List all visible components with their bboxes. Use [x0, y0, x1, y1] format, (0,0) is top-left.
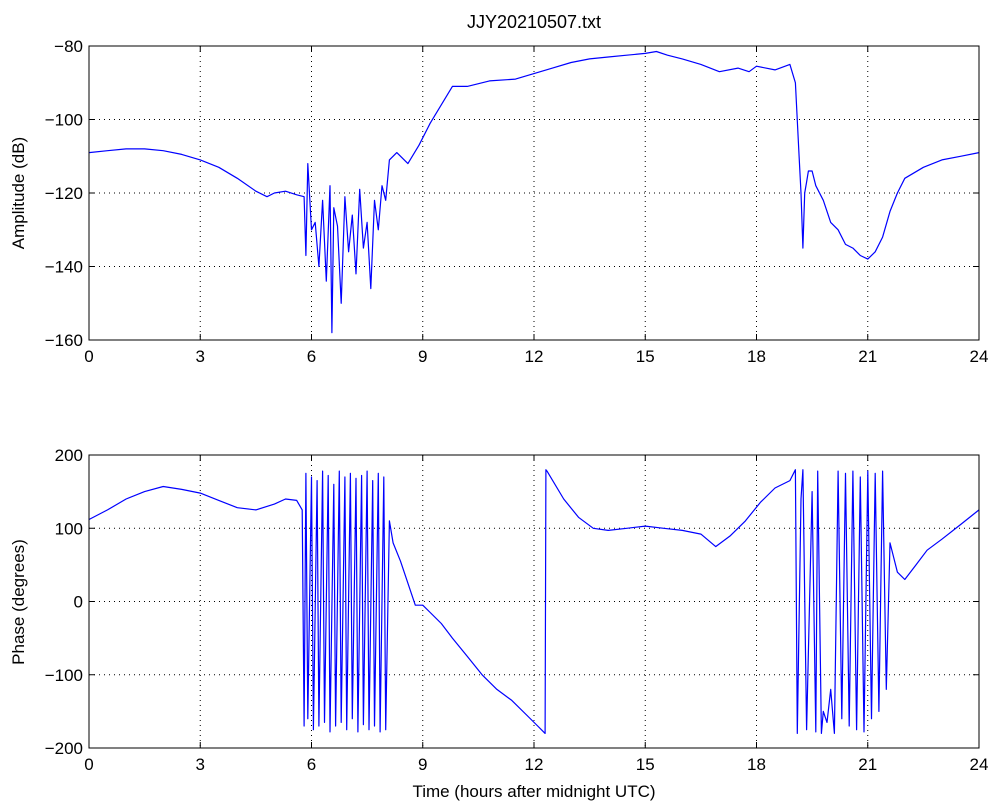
phase-ytick-label-200: 200: [55, 446, 83, 465]
amplitude-ytick-label--140: −140: [45, 258, 83, 277]
amplitude-xtick-label-0: 0: [84, 347, 93, 366]
amplitude-xtick-label-21: 21: [858, 347, 877, 366]
amplitude-ytick-label--80: −80: [54, 37, 83, 56]
amplitude-xtick-label-15: 15: [636, 347, 655, 366]
amplitude-gridlines: [89, 46, 979, 340]
phase-ylabel: Phase (degrees): [9, 539, 28, 665]
phase-series: [88, 469, 980, 735]
amplitude-xtick-label-24: 24: [970, 347, 989, 366]
amplitude-ylabel: Amplitude (dB): [9, 137, 28, 249]
amplitude-ytick-label--120: −120: [45, 184, 83, 203]
phase-xtick-label-21: 21: [858, 755, 877, 774]
amplitude-ytick-label--100: −100: [45, 111, 83, 130]
amplitude-ticks: 0 3 6 9 12 15 18 21 24 −160 −140 −120 −100 −80: [45, 37, 989, 366]
amplitude-xtick-label-9: 9: [418, 347, 427, 366]
phase-panel: 0 3 6 9 12 15 18 21 24 −200 −100 0 100 200 Phase (deg…: [9, 446, 988, 801]
phase-ytick-label--100: −100: [45, 666, 83, 685]
phase-ytick-label-100: 100: [55, 519, 83, 538]
phase-xtick-label-3: 3: [196, 755, 205, 774]
amplitude-panel: JJY20210507.txt 0 3 6 9 12 15 18 21 24 −160 −140 −1…: [9, 12, 988, 366]
phase-xtick-label-12: 12: [525, 755, 544, 774]
phase-gridlines: [89, 455, 979, 748]
phase-ytick-label--200: −200: [45, 739, 83, 758]
phase-xlabel: Time (hours after midnight UTC): [412, 782, 655, 801]
phase-xtick-label-15: 15: [636, 755, 655, 774]
phase-series-line-0: [88, 469, 980, 735]
phase-xtick-label-0: 0: [84, 755, 93, 774]
phase-xtick-label-18: 18: [747, 755, 766, 774]
amplitude-xtick-label-3: 3: [196, 347, 205, 366]
amplitude-ytick-label--160: −160: [45, 331, 83, 350]
phase-ticks: 0 3 6 9 12 15 18 21 24 −200 −100 0 100 200: [45, 446, 989, 774]
chart-title: JJY20210507.txt: [467, 12, 601, 32]
amplitude-series: [88, 50, 980, 334]
phase-xtick-label-24: 24: [970, 755, 989, 774]
amplitude-series-line-0: [88, 50, 980, 334]
phase-ytick-label-0: 0: [74, 593, 83, 612]
amplitude-xtick-label-12: 12: [525, 347, 544, 366]
amplitude-xtick-label-18: 18: [747, 347, 766, 366]
phase-xtick-label-6: 6: [307, 755, 316, 774]
amplitude-xtick-label-6: 6: [307, 347, 316, 366]
phase-xtick-label-9: 9: [418, 755, 427, 774]
